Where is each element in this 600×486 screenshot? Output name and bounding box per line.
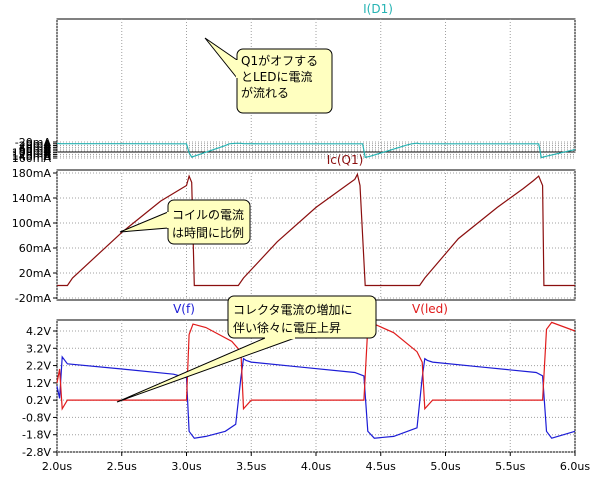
- y-tick-label: -2.8V: [22, 446, 51, 459]
- y-tick-label: 80mA: [19, 145, 52, 158]
- x-tick-label: 3.5us: [236, 460, 266, 473]
- y-tick-label: 0mA: [26, 138, 52, 151]
- series-name-label: V(f): [173, 302, 195, 316]
- callout-text-line: Q1がオフする: [241, 53, 318, 68]
- callout-text-line: コレクタ電流の増加に: [233, 303, 353, 317]
- y-tick-label: 160mA: [12, 152, 52, 165]
- x-tick-label: 5.0us: [430, 460, 460, 473]
- series-name-label: Ic(Q1): [327, 153, 364, 167]
- y-tick-label: 3.2V: [26, 342, 51, 355]
- y-tick-label: -20mA: [15, 292, 52, 305]
- series-name-label: V(led): [412, 302, 448, 316]
- y-tick-label: 60mA: [19, 242, 52, 255]
- x-tick-label: 4.5us: [366, 460, 396, 473]
- y-tick-label: -1.8V: [22, 429, 51, 442]
- y-tick-label: 180mA: [12, 167, 52, 180]
- callout-text-line: は時間に比例: [172, 226, 244, 240]
- x-tick-label: 2.0us: [42, 460, 72, 473]
- y-tick-label: 4.2V: [26, 325, 51, 338]
- y-tick-label: 20mA: [19, 140, 52, 153]
- x-tick-label: 4.0us: [301, 460, 331, 473]
- y-tick-label: -20mA: [15, 136, 52, 149]
- x-tick-label: 5.5us: [495, 460, 525, 473]
- y-tick-label: 120mA: [12, 148, 52, 161]
- series-line-2-1: [57, 172, 575, 287]
- series-name-label: I(D1): [363, 2, 393, 16]
- y-tick-label: 100mA: [12, 147, 52, 160]
- callout-text-line: 伴い徐々に電圧上昇: [233, 320, 341, 335]
- y-tick-label: 20mA: [19, 267, 52, 280]
- callout-text-line: とLEDに電流: [241, 70, 313, 84]
- y-tick-label: 60mA: [19, 143, 52, 156]
- x-tick-label: 3.0us: [171, 460, 201, 473]
- panel-frame-2: [56, 169, 576, 301]
- y-tick-label: 1.2V: [26, 377, 51, 390]
- y-tick-label: -0.8V: [22, 411, 51, 424]
- callout-box: [236, 48, 333, 114]
- x-tick-label: 2.5us: [107, 460, 137, 473]
- y-tick-label: 2.2V: [26, 360, 51, 373]
- y-tick-label: 0.2V: [26, 394, 51, 407]
- y-tick-label: 100mA: [12, 217, 52, 230]
- callout-text-line: コイルの電流: [172, 208, 244, 222]
- callout-text-line: が流れる: [241, 85, 289, 100]
- y-tick-label: 140mA: [12, 150, 52, 163]
- series-line-1-1: [56, 142, 576, 159]
- callout-box: [227, 295, 377, 339]
- x-tick-label: 6.0us: [560, 460, 590, 473]
- y-tick-label: 140mA: [12, 192, 52, 205]
- series-line-3-2: [56, 321, 576, 411]
- y-tick-label: 40mA: [19, 141, 52, 154]
